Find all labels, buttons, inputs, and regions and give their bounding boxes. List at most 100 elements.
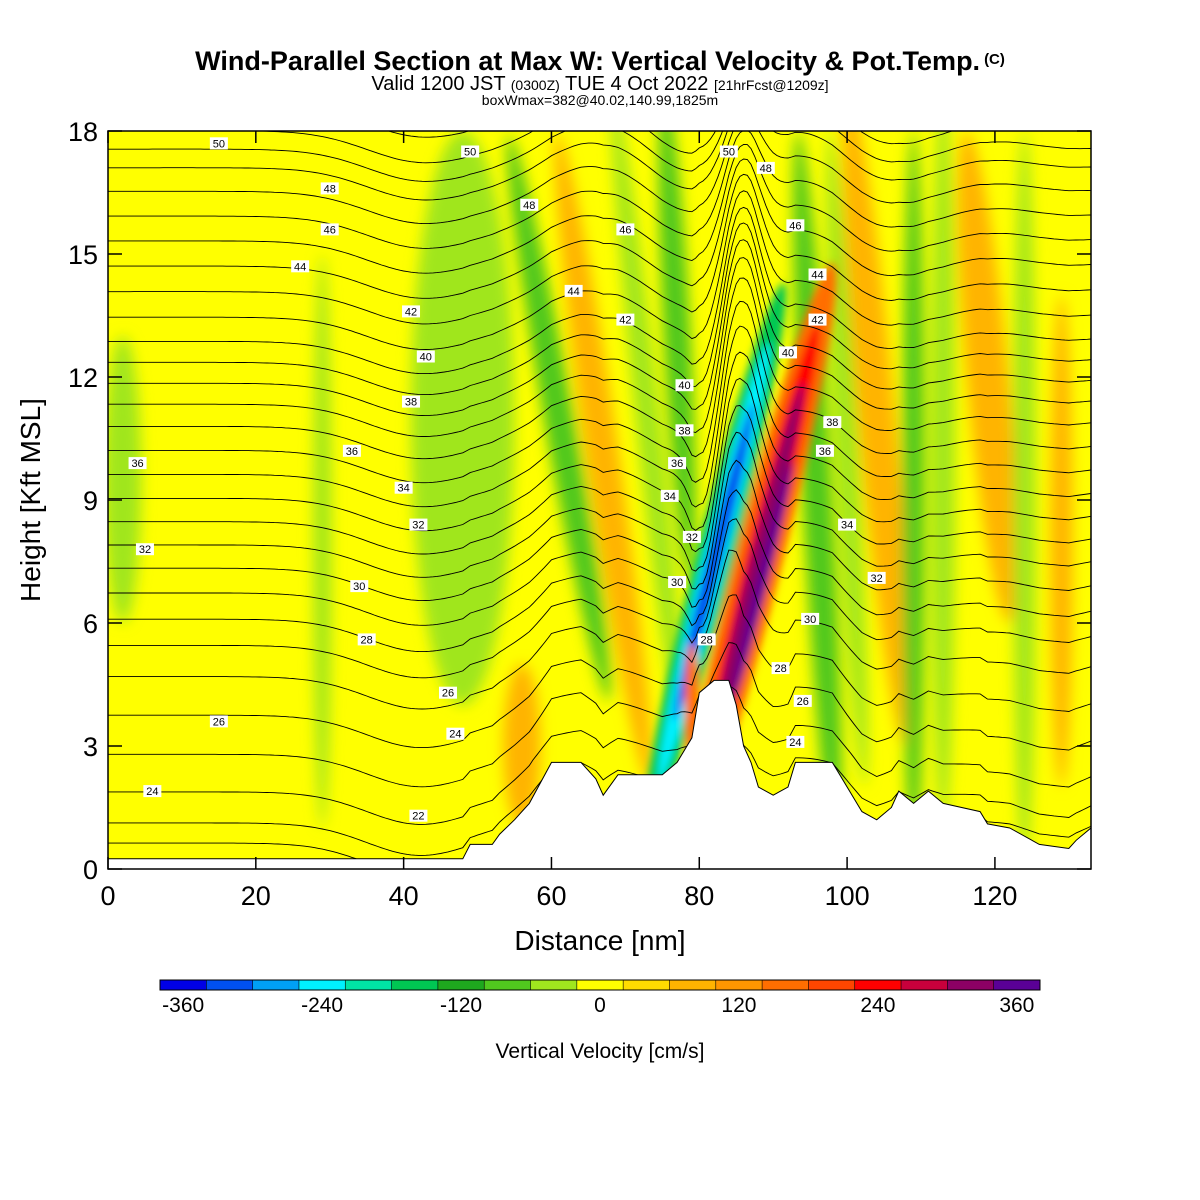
contour-label-bg <box>808 268 827 281</box>
contour-label: 42 <box>811 315 823 327</box>
colorbar-tick-label: -120 <box>440 994 482 1017</box>
contour-label: 30 <box>804 614 816 626</box>
theta-contour <box>108 131 1091 201</box>
y-tick-label: 18 <box>68 117 98 147</box>
contour-label-bg <box>801 612 820 625</box>
contour-label-bg <box>209 137 228 150</box>
theta-contour <box>386 131 470 138</box>
contour-label-bg <box>786 735 805 748</box>
x-tick-label: 40 <box>389 881 419 911</box>
chart-title: Wind-Parallel Section at Max W: Vertical… <box>195 46 1005 76</box>
colorbar-swatch <box>298 980 346 990</box>
contour-label: 28 <box>361 634 373 646</box>
contour-label: 28 <box>774 663 786 675</box>
theta-contour <box>108 300 1091 484</box>
contour-label-bg <box>143 785 162 798</box>
contour-label: 38 <box>678 425 690 437</box>
contour-label-bg <box>409 518 428 531</box>
y-tick-label: 12 <box>68 363 98 393</box>
x-tick-label: 100 <box>825 881 870 911</box>
theta-contour <box>108 190 1091 350</box>
contour-label-bg <box>697 633 716 646</box>
x-tick-label: 80 <box>684 881 714 911</box>
contour-label-bg <box>793 694 812 707</box>
copyright-mark: (C) <box>984 51 1005 68</box>
terrain-mask <box>107 679 1092 870</box>
contour-label: 42 <box>405 306 417 318</box>
box-max-info: boxWmax=382@40.02,140.99,1825m <box>481 92 719 108</box>
contour-label: 36 <box>671 458 683 470</box>
y-axis-label: Height [Kft MSL] <box>15 398 46 602</box>
theta-contours <box>108 131 1091 869</box>
contour-label: 36 <box>346 446 358 458</box>
contour-label-bg <box>808 313 827 326</box>
contour-label-bg <box>320 223 339 236</box>
contour-label: 30 <box>353 581 365 593</box>
theta-contour <box>108 131 1091 225</box>
colorbar-swatch <box>854 980 902 990</box>
x-tick-label: 60 <box>536 881 566 911</box>
theta-contour <box>108 173 1091 325</box>
theta-contour <box>108 206 1091 375</box>
contour-label-bg <box>616 223 635 236</box>
colorbar-swatch <box>715 980 763 990</box>
contour-label: 24 <box>789 737 801 749</box>
contour-label-bg <box>350 580 369 593</box>
colorbar-swatch <box>901 980 948 990</box>
contour-label: 46 <box>324 224 336 236</box>
y-tick-label: 3 <box>83 732 98 762</box>
y-tick-label: 0 <box>83 855 98 885</box>
theta-contour <box>108 459 1091 626</box>
chart-subtitle: Valid 1200 JST (0300Z) TUE 4 Oct 2022 [2… <box>371 73 829 95</box>
contour-label: 40 <box>420 352 432 364</box>
contour-label: 22 <box>412 811 424 823</box>
contour-label-bg <box>342 444 361 457</box>
theta-contour <box>108 642 1091 788</box>
x-axis-label: Distance [nm] <box>514 925 685 956</box>
contour-label: 48 <box>324 183 336 195</box>
contour-label-bg <box>867 571 886 584</box>
contour-label-bg <box>675 379 694 392</box>
contour-label-bg <box>461 145 480 158</box>
colorbar-label: Vertical Velocity [cm/s] <box>496 1040 705 1063</box>
contour-label-bg <box>756 161 775 174</box>
y-tick-label: 6 <box>83 609 98 639</box>
contour-label: 40 <box>782 347 794 359</box>
contour-label: 32 <box>686 532 698 544</box>
theta-contour <box>108 351 1091 532</box>
contour-label: 30 <box>671 577 683 589</box>
colorbar-frame <box>159 979 1041 991</box>
contour-label-bg <box>416 350 435 363</box>
colorbar-swatch <box>345 980 392 990</box>
colorbar-swatch <box>391 980 439 990</box>
contour-label-bg <box>668 457 687 470</box>
contour-label-bg <box>675 424 694 437</box>
contour-label-bg <box>564 284 583 297</box>
contour-label-bg <box>209 715 228 728</box>
contour-label: 44 <box>811 270 823 282</box>
colorbar-tick-label: 240 <box>860 994 895 1017</box>
colorbar-tick-label: 360 <box>999 994 1034 1017</box>
colorbar-swatch <box>576 980 624 990</box>
contour-label: 40 <box>678 380 690 392</box>
contour-label-bg <box>394 481 413 494</box>
contour-label: 46 <box>789 220 801 232</box>
contour-label-bg <box>402 305 421 318</box>
contour-label-bg <box>357 633 376 646</box>
contour-label: 48 <box>523 200 535 212</box>
contour-label: 32 <box>412 520 424 532</box>
contour-label: 50 <box>723 147 735 159</box>
colorbar-swatch <box>206 980 254 990</box>
contour-label: 38 <box>405 397 417 409</box>
contour-label: 32 <box>871 573 883 585</box>
contour-label: 34 <box>398 483 410 495</box>
colorbar-swatch <box>947 980 995 990</box>
colorbar-tick-label: 120 <box>721 994 756 1017</box>
contour-label: 42 <box>619 315 631 327</box>
colorbar: -360 -240 -120 0 120 240 360 <box>159 979 1041 1017</box>
contour-label: 32 <box>139 544 151 556</box>
theta-contour <box>108 144 1091 274</box>
colorbar-swatch <box>762 980 809 990</box>
contour-label: 48 <box>760 163 772 175</box>
